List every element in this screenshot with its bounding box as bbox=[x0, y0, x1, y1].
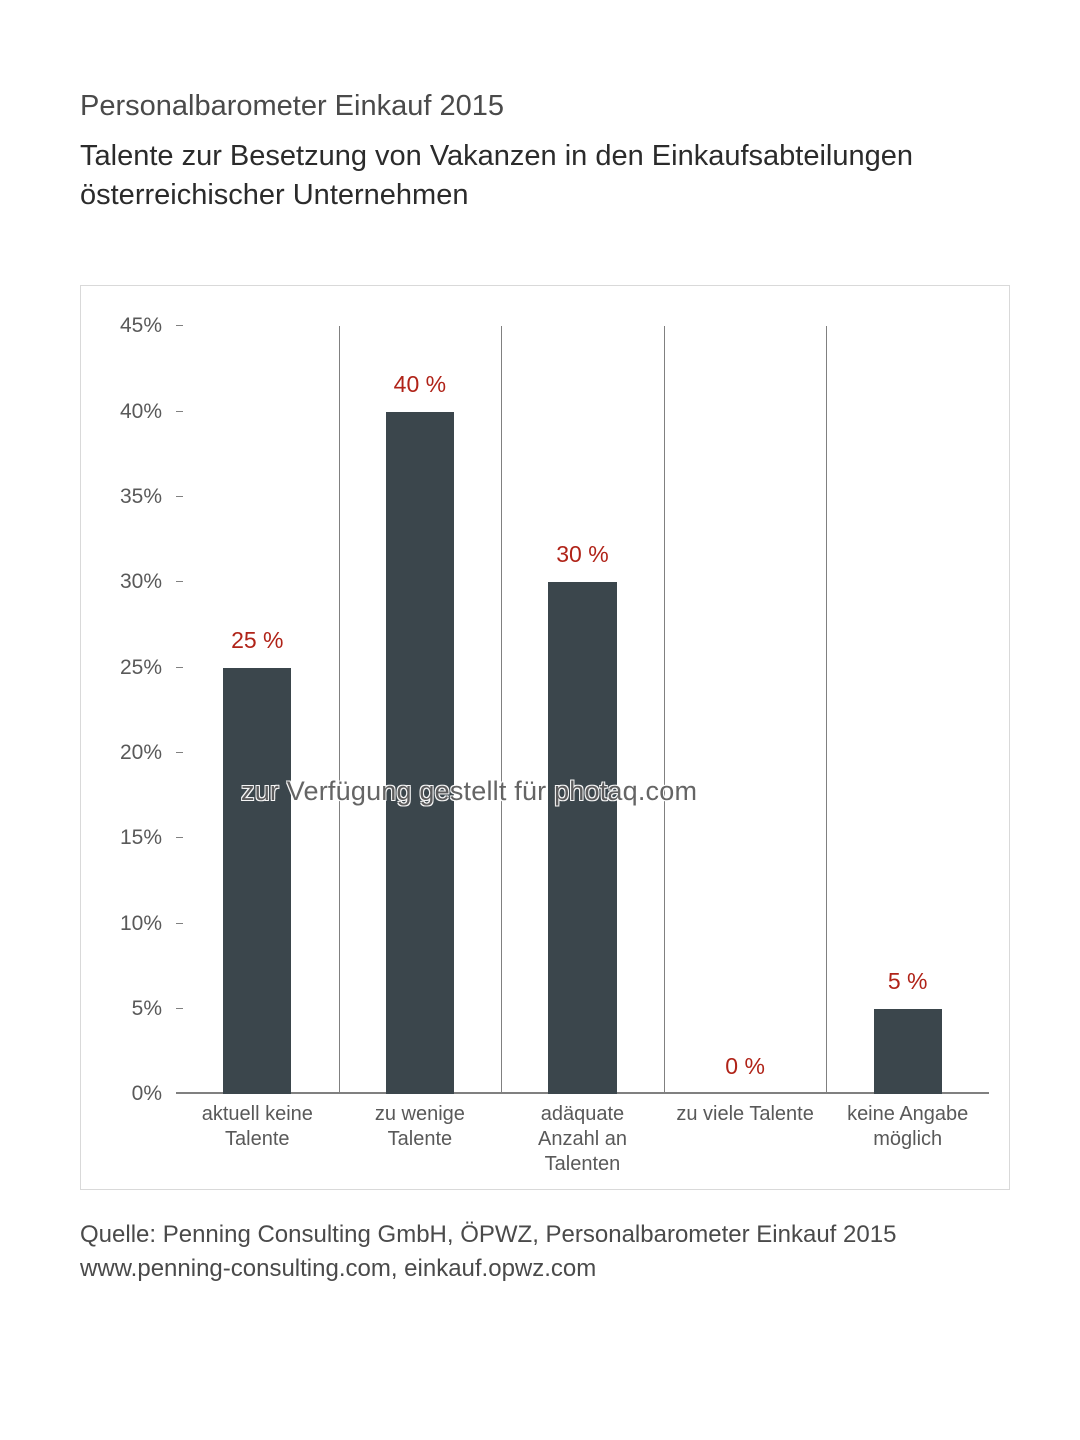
y-tick-label: 20% bbox=[120, 741, 176, 765]
chart-panel: 0%5%10%15%20%25%30%35%40%45%25 %aktuell … bbox=[80, 285, 1010, 1190]
bars-layer: 25 %aktuell keineTalente40 %zu wenigeTal… bbox=[176, 326, 989, 1094]
bar-slot: 25 %aktuell keineTalente bbox=[176, 326, 339, 1094]
y-tick-label: 30% bbox=[120, 570, 176, 594]
y-tick-label: 5% bbox=[132, 997, 176, 1021]
bar-data-label: 0 % bbox=[725, 1053, 765, 1080]
chart-title: Personalbarometer Einkauf 2015 bbox=[80, 90, 1010, 123]
x-category-label: adäquateAnzahl anTalenten bbox=[501, 1094, 664, 1177]
y-tick-label: 45% bbox=[120, 314, 176, 338]
bar-slot: 30 %adäquateAnzahl anTalenten bbox=[501, 326, 664, 1094]
bar bbox=[386, 412, 454, 1095]
bar-slot: 40 %zu wenigeTalente bbox=[339, 326, 502, 1094]
y-tick-label: 15% bbox=[120, 826, 176, 850]
bar-slot: 5 %keine Angabemöglich bbox=[826, 326, 989, 1094]
source-block: Quelle: Penning Consulting GmbH, ÖPWZ, P… bbox=[80, 1218, 1010, 1285]
y-tick-label: 25% bbox=[120, 656, 176, 680]
x-category-label: keine Angabemöglich bbox=[826, 1094, 989, 1152]
bar-data-label: 40 % bbox=[394, 371, 446, 398]
source-line-2: www.penning-consulting.com, einkauf.opwz… bbox=[80, 1252, 1010, 1286]
bar bbox=[874, 1009, 942, 1094]
y-tick-label: 35% bbox=[120, 485, 176, 509]
bar bbox=[223, 668, 291, 1095]
y-tick-label: 0% bbox=[132, 1082, 176, 1106]
bar-data-label: 25 % bbox=[231, 627, 283, 654]
chart-subtitle: Talente zur Besetzung von Vakanzen in de… bbox=[80, 137, 1010, 215]
y-tick-label: 40% bbox=[120, 400, 176, 424]
x-category-label: zu viele Talente bbox=[664, 1094, 827, 1127]
plot-area: 0%5%10%15%20%25%30%35%40%45%25 %aktuell … bbox=[176, 326, 989, 1094]
source-line-1: Quelle: Penning Consulting GmbH, ÖPWZ, P… bbox=[80, 1218, 1010, 1252]
bar-data-label: 30 % bbox=[556, 541, 608, 568]
y-tick-label: 10% bbox=[120, 912, 176, 936]
page: Personalbarometer Einkauf 2015 Talente z… bbox=[0, 0, 1080, 1440]
bar bbox=[548, 582, 616, 1094]
bar-data-label: 5 % bbox=[888, 968, 928, 995]
x-category-label: zu wenigeTalente bbox=[339, 1094, 502, 1152]
bar-slot: 0 %zu viele Talente bbox=[664, 326, 827, 1094]
x-category-label: aktuell keineTalente bbox=[176, 1094, 339, 1152]
